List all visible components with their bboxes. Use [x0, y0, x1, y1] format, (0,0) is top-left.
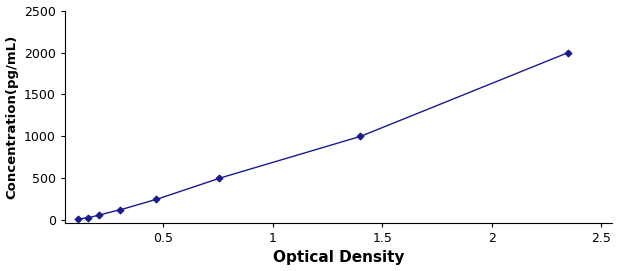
Y-axis label: Concentration(pg/mL): Concentration(pg/mL) [6, 35, 19, 199]
X-axis label: Optical Density: Optical Density [273, 250, 404, 265]
